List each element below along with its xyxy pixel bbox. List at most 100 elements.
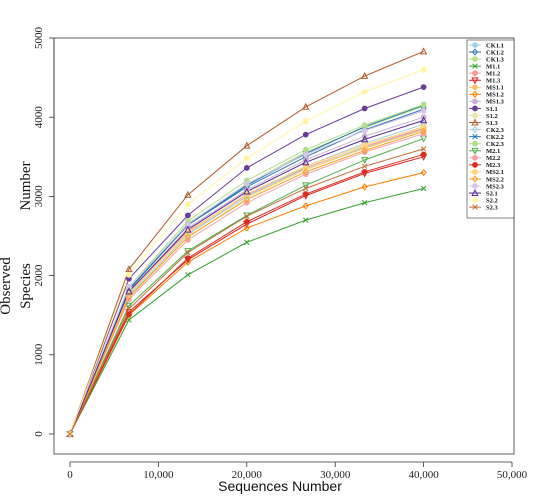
- data-point: [361, 183, 368, 191]
- data-point: [472, 105, 478, 112]
- legend-label: M1.2: [486, 71, 500, 78]
- data-point: [472, 133, 478, 140]
- x-tick-label: 20,000: [232, 469, 263, 481]
- data-point: [302, 217, 309, 223]
- x-axis-title: Sequences Number: [218, 478, 342, 494]
- data-point: [126, 317, 132, 323]
- y-axis-title-word: Number: [18, 161, 34, 210]
- legend-label: MS2.1: [486, 169, 504, 176]
- data-point: [125, 287, 133, 295]
- legend-swatch-marker: [472, 56, 478, 62]
- legend-swatch-marker: [472, 112, 478, 119]
- x-tick-label: 10,000: [143, 469, 174, 481]
- legend-swatch-marker: [472, 105, 478, 112]
- legend-swatch-marker: [472, 197, 478, 204]
- series-line: [69, 130, 424, 435]
- legend-label: CK1.2: [486, 49, 504, 56]
- data-point: [361, 135, 369, 143]
- data-point: [472, 154, 478, 161]
- legend-swatch-marker: [472, 183, 478, 189]
- data-point: [472, 56, 478, 62]
- data-point: [184, 190, 192, 198]
- legend-swatch-marker: [471, 77, 479, 85]
- legend-swatch-marker: [471, 48, 479, 56]
- data-point: [125, 293, 132, 301]
- legend-swatch-marker: [472, 63, 478, 69]
- series-line: [69, 129, 424, 435]
- legend-swatch-marker: [471, 90, 479, 99]
- data-point: [471, 118, 479, 126]
- data-point: [184, 201, 191, 208]
- data-point: [361, 88, 368, 95]
- legend-label: M2.3: [486, 162, 501, 169]
- data-point: [185, 249, 191, 256]
- legend-label: MS2.3: [486, 183, 505, 190]
- data-point: [244, 239, 250, 246]
- y-axis-title: Observed Species Number: [0, 161, 34, 314]
- data-point: [243, 224, 250, 232]
- series-markers: [66, 47, 428, 439]
- legend-swatch-marker: [472, 84, 478, 91]
- data-point: [361, 71, 369, 79]
- data-point: [302, 182, 310, 190]
- y-tick-label: 0: [33, 431, 45, 437]
- data-point: [361, 157, 369, 165]
- data-point: [302, 158, 310, 166]
- data-point: [420, 84, 427, 91]
- data-point: [420, 185, 427, 192]
- data-point: [361, 127, 368, 134]
- legend-swatch-marker: [472, 154, 478, 161]
- legend-swatch-marker: [471, 147, 479, 155]
- data-point: [243, 164, 250, 171]
- data-point: [472, 204, 478, 210]
- y-tick-label: 1000: [33, 343, 45, 366]
- data-point: [361, 105, 368, 112]
- legend-label: MS1.2: [486, 92, 504, 99]
- y-axis-title-word: Species: [18, 263, 34, 309]
- legend-swatch-marker: [472, 42, 478, 48]
- data-point: [67, 431, 73, 437]
- series-line: [69, 127, 424, 435]
- data-point: [302, 151, 309, 158]
- data-point: [471, 48, 479, 56]
- legend-label: CK1.3: [486, 56, 505, 63]
- data-point: [302, 131, 309, 138]
- data-point: [472, 98, 478, 105]
- series-line: [69, 51, 424, 435]
- data-point: [243, 218, 250, 225]
- series-line: [69, 104, 424, 435]
- data-point: [472, 140, 478, 147]
- data-point: [184, 225, 192, 233]
- data-point: [361, 199, 368, 206]
- data-point: [361, 146, 368, 155]
- data-point: [472, 183, 478, 189]
- data-point: [420, 168, 427, 177]
- legend-label: CK2.3: [486, 127, 505, 134]
- data-point: [125, 265, 133, 273]
- legend-swatch-marker: [471, 175, 479, 183]
- y-tick-label: 2000: [33, 264, 45, 287]
- legend-label: S2.1: [486, 190, 498, 197]
- legend-swatch-marker: [472, 161, 478, 168]
- data-point: [243, 187, 251, 195]
- data-point: [126, 311, 132, 318]
- legend-swatch-marker: [471, 125, 479, 134]
- data-point: [420, 66, 427, 73]
- data-point: [302, 168, 309, 176]
- x-tick-label: 40,000: [408, 469, 439, 481]
- data-point: [420, 151, 427, 158]
- data-point: [472, 63, 478, 69]
- legend-label: M1.3: [486, 78, 501, 85]
- data-point: [361, 142, 368, 148]
- legend-label: M2.1: [486, 148, 500, 155]
- data-point: [126, 306, 132, 312]
- data-point: [471, 77, 479, 85]
- legend-label: MS2.2: [486, 176, 504, 183]
- series-line: [69, 138, 424, 435]
- x-tick-label: 0: [67, 469, 73, 481]
- data-point: [243, 141, 251, 149]
- y-tick-label: 3000: [33, 185, 45, 208]
- legend-label: M2.2: [486, 155, 500, 162]
- legend-label: S2.2: [486, 197, 498, 204]
- data-point: [361, 149, 368, 155]
